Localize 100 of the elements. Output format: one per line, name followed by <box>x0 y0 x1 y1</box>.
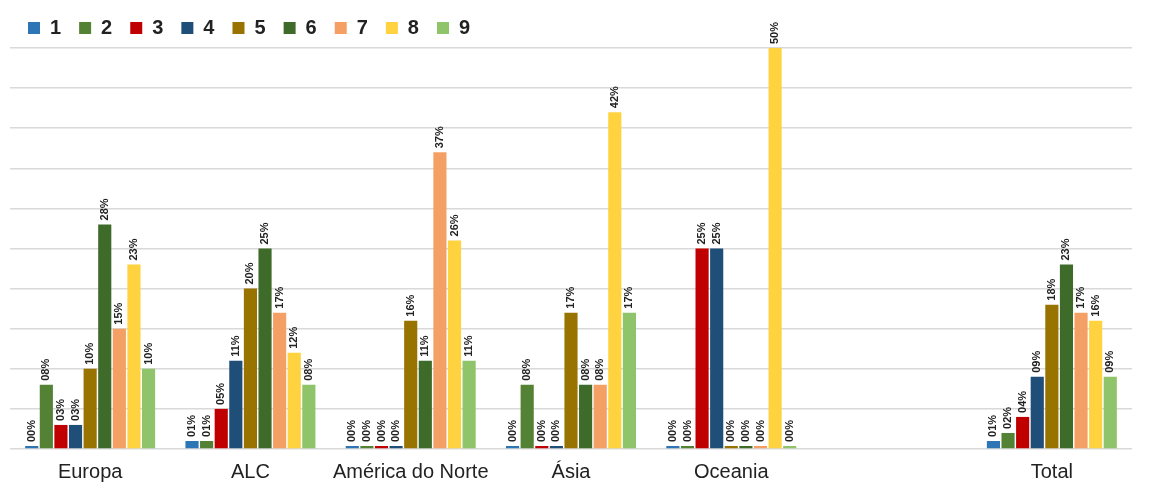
bar <box>39 384 53 449</box>
data-label: 01% <box>199 414 212 437</box>
bar <box>1016 416 1030 449</box>
bar <box>98 224 112 449</box>
data-label: 00% <box>345 419 358 442</box>
data-label: 00% <box>738 419 751 442</box>
data-label: 02% <box>1001 406 1014 429</box>
data-label: 37% <box>432 126 445 149</box>
data-label: 11% <box>462 335 475 357</box>
data-label: 23% <box>126 238 139 261</box>
data-label: 10% <box>141 342 154 365</box>
data-label: 00% <box>534 419 547 442</box>
legend-label: 2 <box>101 15 113 38</box>
legend-label: 9 <box>458 15 471 38</box>
bar <box>229 360 243 449</box>
bar <box>127 264 141 449</box>
x-tick-label: Europa <box>57 459 124 482</box>
bar <box>768 48 782 449</box>
bar <box>83 368 97 449</box>
legend-label: 8 <box>407 15 419 38</box>
bar <box>593 384 607 449</box>
bar <box>710 248 724 449</box>
data-label: 11% <box>228 335 241 357</box>
bar <box>418 360 432 449</box>
bar <box>1030 376 1044 449</box>
data-label: 25% <box>258 222 271 245</box>
bar <box>695 248 709 449</box>
data-label: 00% <box>24 419 37 442</box>
bar <box>141 368 156 449</box>
bar <box>287 352 301 449</box>
data-label: 00% <box>724 419 737 442</box>
data-label: 03% <box>53 398 66 421</box>
bar <box>462 360 476 449</box>
data-label: 00% <box>505 419 518 442</box>
bar <box>1074 312 1088 449</box>
x-tick-label: Ásia <box>551 459 592 482</box>
data-label: 10% <box>83 342 96 365</box>
data-label: 17% <box>564 286 577 309</box>
data-label: 16% <box>403 294 416 317</box>
legend-label: 3 <box>152 15 164 38</box>
data-label: 12% <box>287 326 300 349</box>
bar <box>243 288 257 449</box>
data-label: 00% <box>549 419 562 442</box>
bar <box>447 240 462 449</box>
legend-label: 6 <box>305 15 317 38</box>
data-label: 04% <box>1015 390 1028 413</box>
bar <box>1059 264 1074 449</box>
data-label: 03% <box>68 398 81 421</box>
data-label: 01% <box>185 414 198 437</box>
bar <box>986 440 1001 449</box>
bar <box>433 152 447 449</box>
data-label: 00% <box>389 419 402 442</box>
data-label: 23% <box>1059 238 1072 261</box>
bar <box>564 312 578 449</box>
data-label: 00% <box>782 419 795 442</box>
data-label: 17% <box>272 286 285 309</box>
x-tick-label: América do Norte <box>332 459 489 482</box>
bar <box>1089 320 1103 449</box>
bar <box>1045 304 1059 449</box>
data-label: 26% <box>447 214 460 237</box>
legend-label: 1 <box>50 15 62 38</box>
x-tick-label: Total <box>1030 459 1073 482</box>
bar <box>112 328 126 449</box>
data-label: 08% <box>593 358 606 381</box>
data-label: 00% <box>665 419 678 442</box>
data-label: 20% <box>243 262 256 285</box>
legend-label: 5 <box>254 15 266 38</box>
data-label: 17% <box>1074 286 1087 309</box>
data-label: 00% <box>359 419 372 442</box>
data-label: 17% <box>622 286 635 309</box>
legend-label: 4 <box>203 15 216 38</box>
data-label: 28% <box>97 198 110 221</box>
bar <box>579 384 593 449</box>
data-label: 00% <box>753 419 766 442</box>
data-label: 01% <box>986 414 999 437</box>
data-label: 11% <box>418 335 431 357</box>
bar <box>68 424 83 449</box>
bar <box>258 248 272 449</box>
x-tick-label: ALC <box>230 459 270 482</box>
bar <box>1103 376 1117 449</box>
data-label: 50% <box>768 21 781 44</box>
data-label: 09% <box>1030 350 1043 373</box>
bar <box>54 424 68 449</box>
data-label: 08% <box>520 358 533 381</box>
data-label: 05% <box>214 382 227 405</box>
bar <box>1001 432 1015 449</box>
bar <box>273 312 287 449</box>
data-label: 09% <box>1103 350 1116 373</box>
bar <box>608 112 622 449</box>
data-label: 00% <box>374 419 387 442</box>
data-label: 25% <box>695 222 708 245</box>
data-label: 16% <box>1088 294 1101 317</box>
data-label: 08% <box>39 358 52 381</box>
data-label: 42% <box>607 85 620 109</box>
data-label: 08% <box>578 358 591 381</box>
legend-label: 7 <box>356 15 368 38</box>
data-label: 18% <box>1044 278 1057 301</box>
data-label: 00% <box>680 419 693 442</box>
bar <box>214 408 228 449</box>
data-label: 25% <box>709 222 722 245</box>
